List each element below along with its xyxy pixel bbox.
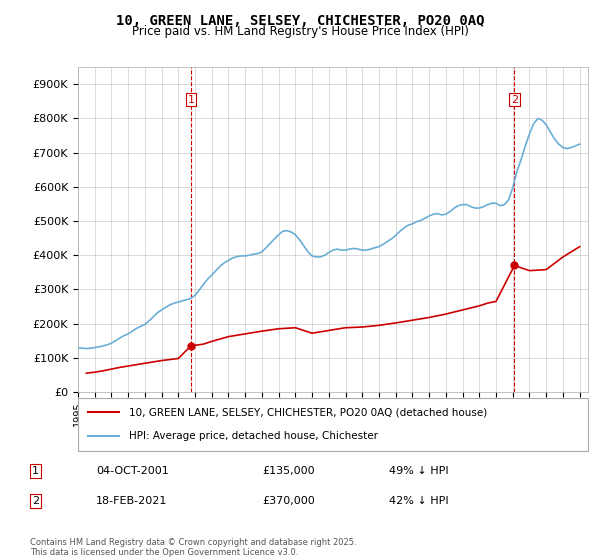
Text: £135,000: £135,000: [262, 466, 314, 476]
Text: HPI: Average price, detached house, Chichester: HPI: Average price, detached house, Chic…: [129, 431, 378, 441]
Text: 49% ↓ HPI: 49% ↓ HPI: [389, 466, 448, 476]
Text: £370,000: £370,000: [262, 496, 314, 506]
Text: 18-FEB-2021: 18-FEB-2021: [96, 496, 167, 506]
Text: Contains HM Land Registry data © Crown copyright and database right 2025.
This d: Contains HM Land Registry data © Crown c…: [30, 538, 356, 557]
Text: 10, GREEN LANE, SELSEY, CHICHESTER, PO20 0AQ: 10, GREEN LANE, SELSEY, CHICHESTER, PO20…: [116, 14, 484, 28]
Text: 10, GREEN LANE, SELSEY, CHICHESTER, PO20 0AQ (detached house): 10, GREEN LANE, SELSEY, CHICHESTER, PO20…: [129, 408, 487, 418]
Text: 42% ↓ HPI: 42% ↓ HPI: [389, 496, 448, 506]
Text: Price paid vs. HM Land Registry's House Price Index (HPI): Price paid vs. HM Land Registry's House …: [131, 25, 469, 38]
Text: 2: 2: [32, 496, 39, 506]
Text: 1: 1: [32, 466, 39, 476]
Text: 04-OCT-2001: 04-OCT-2001: [96, 466, 169, 476]
FancyBboxPatch shape: [78, 398, 588, 451]
Text: 1: 1: [187, 95, 194, 105]
Text: 2: 2: [511, 95, 518, 105]
